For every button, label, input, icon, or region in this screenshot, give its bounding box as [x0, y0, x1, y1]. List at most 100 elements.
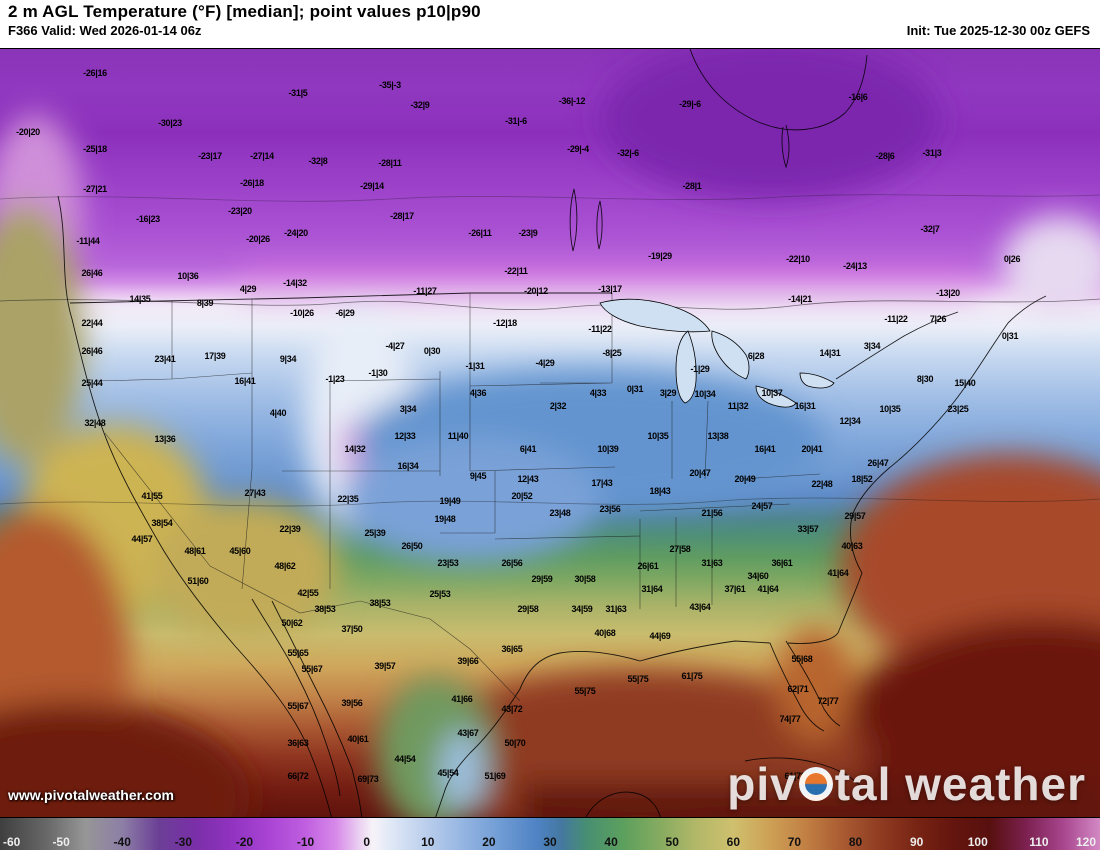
point-value: 21|56 [701, 508, 723, 518]
point-value: -10|26 [290, 308, 314, 318]
point-value: -28|6 [875, 151, 895, 161]
point-value: 11|40 [447, 431, 469, 441]
point-value: 23|56 [599, 504, 621, 514]
point-value: 30|58 [574, 574, 596, 584]
coastline-borders [57, 49, 1047, 817]
point-value: 33|57 [797, 524, 819, 534]
point-value: -11|22 [588, 324, 612, 334]
point-value: -26|18 [240, 178, 264, 188]
point-value: 26|61 [637, 561, 659, 571]
point-value: 22|44 [81, 318, 103, 328]
point-value: 41|66 [451, 694, 473, 704]
point-value: 10|35 [647, 431, 669, 441]
point-value: 10|39 [597, 444, 619, 454]
point-value: 38|54 [151, 518, 173, 528]
point-value: 3|34 [399, 404, 417, 414]
colorbar-tick: 100 [967, 835, 988, 849]
point-value: 55|75 [574, 686, 596, 696]
point-value: -27|21 [83, 184, 107, 194]
colorbar-tick: 30 [543, 835, 557, 849]
map-title: 2 m AGL Temperature (°F) [median]; point… [8, 2, 481, 21]
point-value: 12|43 [517, 474, 539, 484]
brand-text-pre: piv [727, 758, 797, 810]
point-value: 4|29 [239, 284, 257, 294]
point-value: 10|35 [879, 404, 901, 414]
point-value: 20|52 [511, 491, 533, 501]
map-field-svg [0, 49, 1100, 817]
point-value: -11|44 [76, 236, 100, 246]
colorbar-tick: 80 [848, 835, 863, 849]
point-value: 18|43 [649, 486, 671, 496]
brand-text-post: tal weather [834, 758, 1086, 810]
point-value: 69|73 [357, 774, 379, 784]
point-value: -31|-6 [505, 116, 527, 126]
map-canvas: -26|16 -31|5 -35|-3 -32|9 -36|-12 -29|-6 -16|6… [0, 48, 1100, 818]
point-value: -23|17 [198, 151, 222, 161]
point-value: 48|61 [184, 546, 206, 556]
point-value: -14|32 [283, 278, 307, 288]
point-value: -23|9 [518, 228, 538, 238]
point-value: 34|59 [571, 604, 593, 614]
point-value: 0|31 [626, 384, 644, 394]
point-value: 38|53 [314, 604, 336, 614]
point-value: -24|20 [284, 228, 308, 238]
point-value: 14|31 [819, 348, 841, 358]
point-value: 13|38 [707, 431, 729, 441]
colorbar-tick: -60 [3, 835, 21, 849]
point-value: 23|53 [437, 558, 459, 568]
point-value: 10|34 [694, 389, 716, 399]
point-value: 25|53 [429, 589, 451, 599]
point-value: 55|75 [627, 674, 649, 684]
colorbar: -60 -50 -40 -30 -20 -10 0 10 20 30 40 50 60 70 80 90 100… [0, 818, 1100, 850]
point-value: 22|35 [337, 494, 359, 504]
point-value: 31|63 [701, 558, 723, 568]
point-value: 27|58 [669, 544, 691, 554]
point-value: 37|61 [724, 584, 746, 594]
point-value: -27|14 [250, 151, 274, 161]
point-value: 41|64 [827, 568, 849, 578]
point-value: 14|32 [344, 444, 366, 454]
point-value: -1|31 [465, 361, 485, 371]
point-value: 45|54 [437, 768, 459, 778]
point-value: 48|62 [274, 561, 296, 571]
point-value: 66|72 [287, 771, 309, 781]
point-value: 16|34 [397, 461, 419, 471]
point-value: 20|49 [734, 474, 756, 484]
point-value: -29|14 [360, 181, 384, 191]
point-value: 44|57 [131, 534, 153, 544]
point-value: -4|29 [535, 358, 555, 368]
point-value: -31|5 [288, 88, 308, 98]
point-value: 13|36 [154, 434, 176, 444]
point-values-layer: -26|16 -31|5 -35|-3 -32|9 -36|-12 -29|-6 -16|6… [0, 49, 1100, 817]
point-value: 39|57 [374, 661, 396, 671]
point-value: -26|11 [468, 228, 492, 238]
point-value: 16|41 [754, 444, 776, 454]
point-value: 10|37 [761, 388, 783, 398]
point-value: 11|32 [727, 401, 749, 411]
point-value: 39|66 [457, 656, 479, 666]
watermark-url: www.pivotalweather.com [8, 787, 174, 803]
point-value: 8|30 [916, 374, 934, 384]
point-value: 36|61 [771, 558, 793, 568]
point-value: 43|72 [501, 704, 523, 714]
point-value: 8|39 [196, 298, 214, 308]
point-value: 34|60 [747, 571, 769, 581]
point-value: -20|20 [16, 127, 40, 137]
point-value: 0|31 [1001, 331, 1019, 341]
point-value: 27|43 [244, 488, 266, 498]
point-value: -19|29 [648, 251, 672, 261]
point-value: 3|34 [863, 341, 881, 351]
point-value: 40|63 [841, 541, 863, 551]
point-value: 2|32 [549, 401, 567, 411]
contour-lines [0, 194, 1100, 507]
header: 2 m AGL Temperature (°F) [median]; point… [0, 0, 1100, 48]
point-value: -13|20 [936, 288, 960, 298]
point-value: 26|47 [867, 458, 889, 468]
point-value: -23|20 [228, 206, 252, 216]
point-value: 29|59 [531, 574, 553, 584]
point-value: -12|18 [493, 318, 517, 328]
point-value: -31|3 [922, 148, 942, 158]
point-value: 19|48 [434, 514, 456, 524]
point-value: 55|65 [287, 648, 309, 658]
